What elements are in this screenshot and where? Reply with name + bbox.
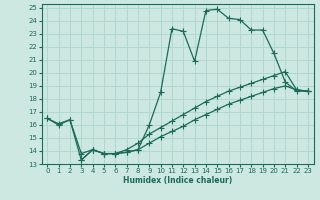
X-axis label: Humidex (Indice chaleur): Humidex (Indice chaleur) xyxy=(123,176,232,185)
